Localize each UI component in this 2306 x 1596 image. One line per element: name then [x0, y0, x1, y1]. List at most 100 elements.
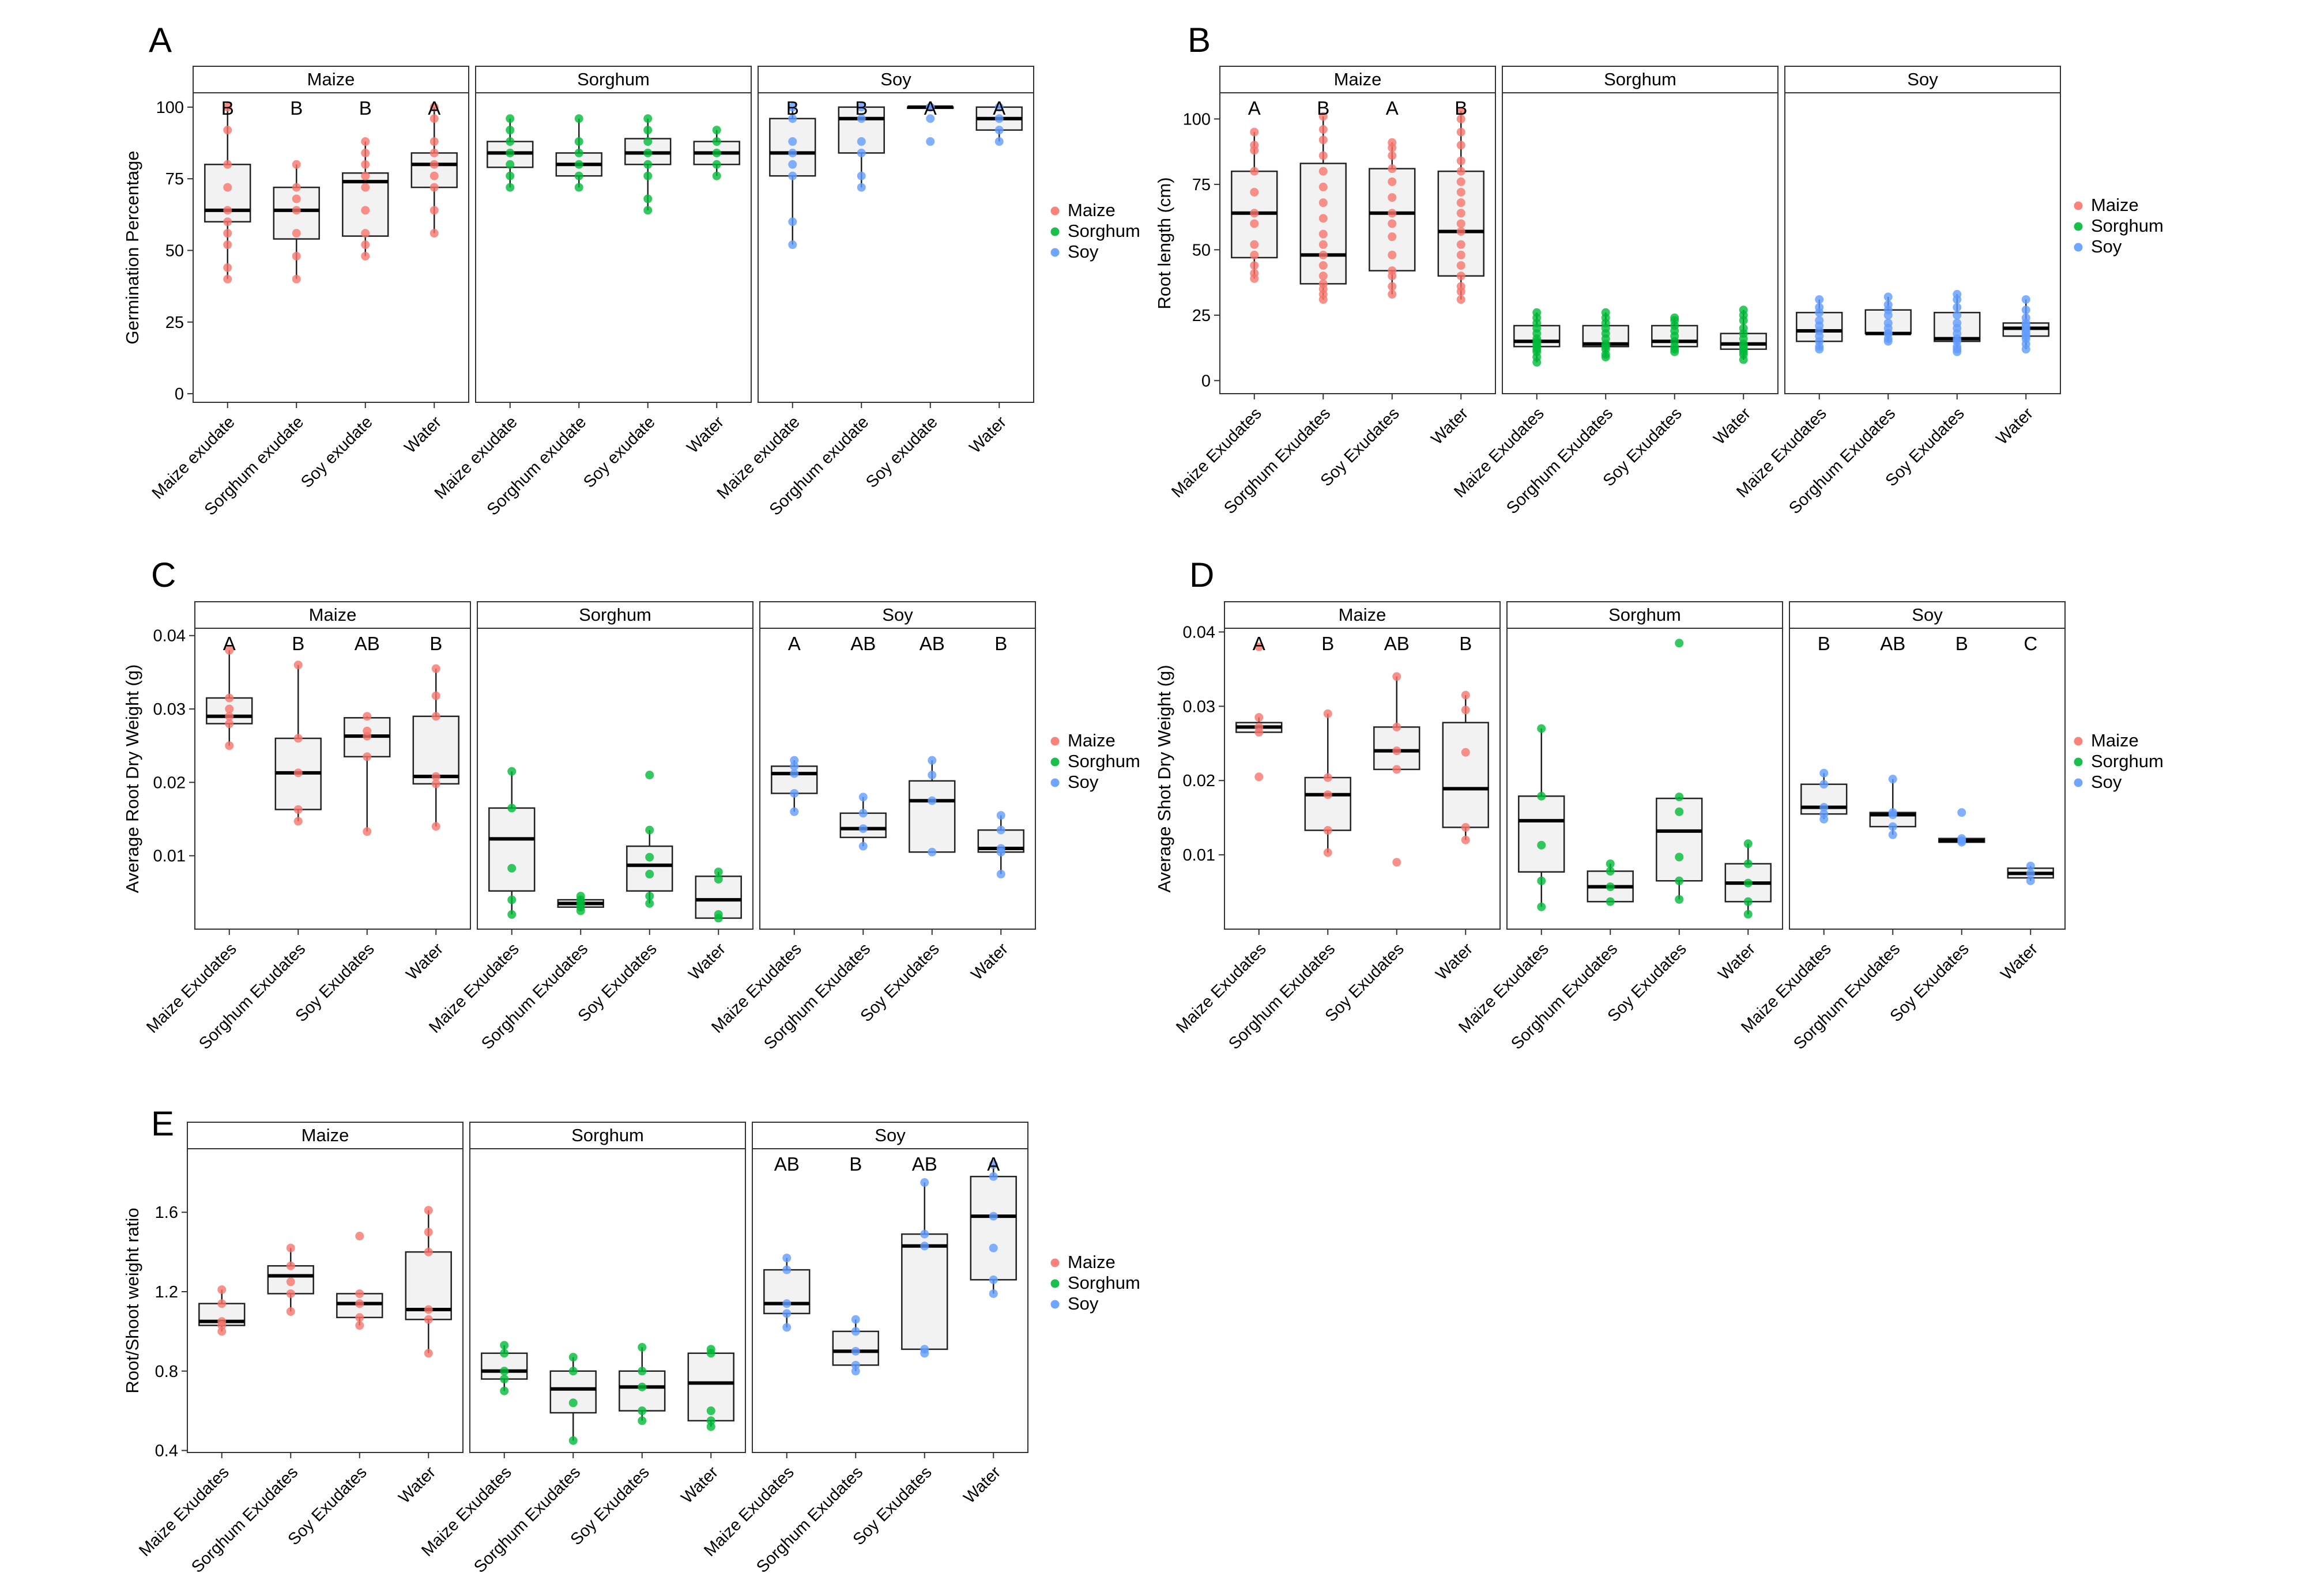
data-point — [928, 847, 937, 857]
data-point — [928, 796, 937, 805]
data-point — [568, 1367, 578, 1376]
x-tick-label: Water — [403, 940, 447, 984]
y-tick-label: 100 — [1183, 110, 1211, 129]
facet-strip — [469, 1122, 746, 1149]
x-tick-label: Water — [960, 1463, 1005, 1507]
significance-letter: A — [1253, 633, 1265, 654]
facet-strip — [1789, 601, 2066, 629]
data-point — [1883, 300, 1893, 310]
facet-strip — [1506, 601, 1783, 629]
data-point — [706, 1416, 715, 1425]
data-point — [424, 1315, 433, 1324]
data-point — [1323, 773, 1332, 782]
significance-letter: B — [359, 97, 372, 119]
data-point — [1532, 308, 1542, 317]
data-point — [788, 171, 797, 180]
data-point — [1388, 151, 1397, 160]
facet-panel — [1784, 92, 2061, 394]
data-point — [2021, 295, 2030, 304]
x-tick-label: Water — [678, 1463, 722, 1507]
data-point — [225, 704, 234, 714]
data-point — [286, 1243, 295, 1252]
significance-letter: B — [290, 97, 303, 119]
data-point — [1815, 316, 1824, 325]
significance-letter: B — [786, 97, 799, 119]
legend-label: Sorghum — [2091, 751, 2164, 771]
data-point — [1388, 232, 1397, 242]
data-point — [788, 217, 797, 227]
data-point — [431, 779, 440, 788]
data-point — [574, 114, 583, 123]
data-point — [568, 1353, 578, 1362]
data-point — [638, 1367, 647, 1376]
data-point — [643, 126, 653, 135]
data-point — [429, 103, 439, 112]
data-point — [989, 1172, 998, 1181]
data-point — [645, 892, 654, 901]
legend-label: Soy — [1068, 242, 1099, 262]
panel-letter: C — [151, 556, 176, 594]
data-point — [858, 824, 868, 833]
data-point — [2021, 313, 2030, 322]
data-point — [223, 126, 232, 135]
data-point — [361, 229, 370, 238]
facet-panel — [1789, 628, 2066, 930]
data-point — [788, 240, 797, 250]
data-point — [712, 137, 721, 146]
data-point — [1392, 746, 1401, 756]
x-tick-label: Water — [968, 940, 1012, 984]
data-point — [1388, 282, 1397, 291]
data-point — [292, 183, 301, 192]
data-point — [1388, 290, 1397, 299]
data-point — [1883, 318, 1893, 327]
data-point — [1388, 209, 1397, 218]
data-point — [1819, 780, 1829, 789]
data-point — [574, 171, 583, 180]
x-tick-label: Water — [685, 940, 730, 984]
data-point — [1456, 114, 1465, 123]
data-point — [1456, 240, 1465, 249]
data-point — [1254, 713, 1264, 722]
data-point — [1388, 250, 1397, 259]
data-point — [1456, 107, 1465, 116]
data-point — [1743, 839, 1753, 848]
data-point — [1888, 830, 1897, 839]
data-point — [1323, 709, 1332, 718]
legend-key — [1050, 757, 1060, 767]
data-point — [1888, 775, 1897, 784]
data-point — [1675, 852, 1684, 862]
data-point — [790, 788, 799, 798]
data-point — [920, 1345, 929, 1354]
y-tick-label: 1.2 — [155, 1283, 178, 1301]
legend-label: Maize — [2091, 195, 2139, 215]
data-point — [1606, 859, 1615, 869]
data-point — [926, 103, 935, 112]
x-tick-label: Soy exudate — [580, 413, 659, 492]
panel-d: D Average Shot Dry Weight (g) 0.01 0.02 0.03… — [1154, 556, 2164, 1053]
x-tick-label: Water — [1428, 404, 1472, 448]
box — [1442, 722, 1489, 828]
y-tick-label: 0 — [1201, 372, 1211, 390]
data-point — [292, 194, 301, 203]
data-point — [293, 734, 303, 743]
data-point — [994, 137, 1004, 146]
facet-label: Sorghum — [571, 1125, 644, 1145]
data-point — [1537, 791, 1546, 801]
data-point — [1456, 227, 1465, 236]
data-point — [424, 1349, 433, 1358]
legend-label: Soy — [2091, 236, 2122, 256]
data-point — [1254, 772, 1264, 782]
facet-strip — [194, 601, 471, 629]
legend-label: Sorghum — [1068, 751, 1140, 771]
box — [909, 780, 956, 853]
data-point — [920, 1178, 929, 1187]
data-point — [1456, 282, 1465, 291]
data-point — [1250, 167, 1259, 176]
data-point — [1250, 219, 1259, 228]
data-point — [361, 160, 370, 169]
